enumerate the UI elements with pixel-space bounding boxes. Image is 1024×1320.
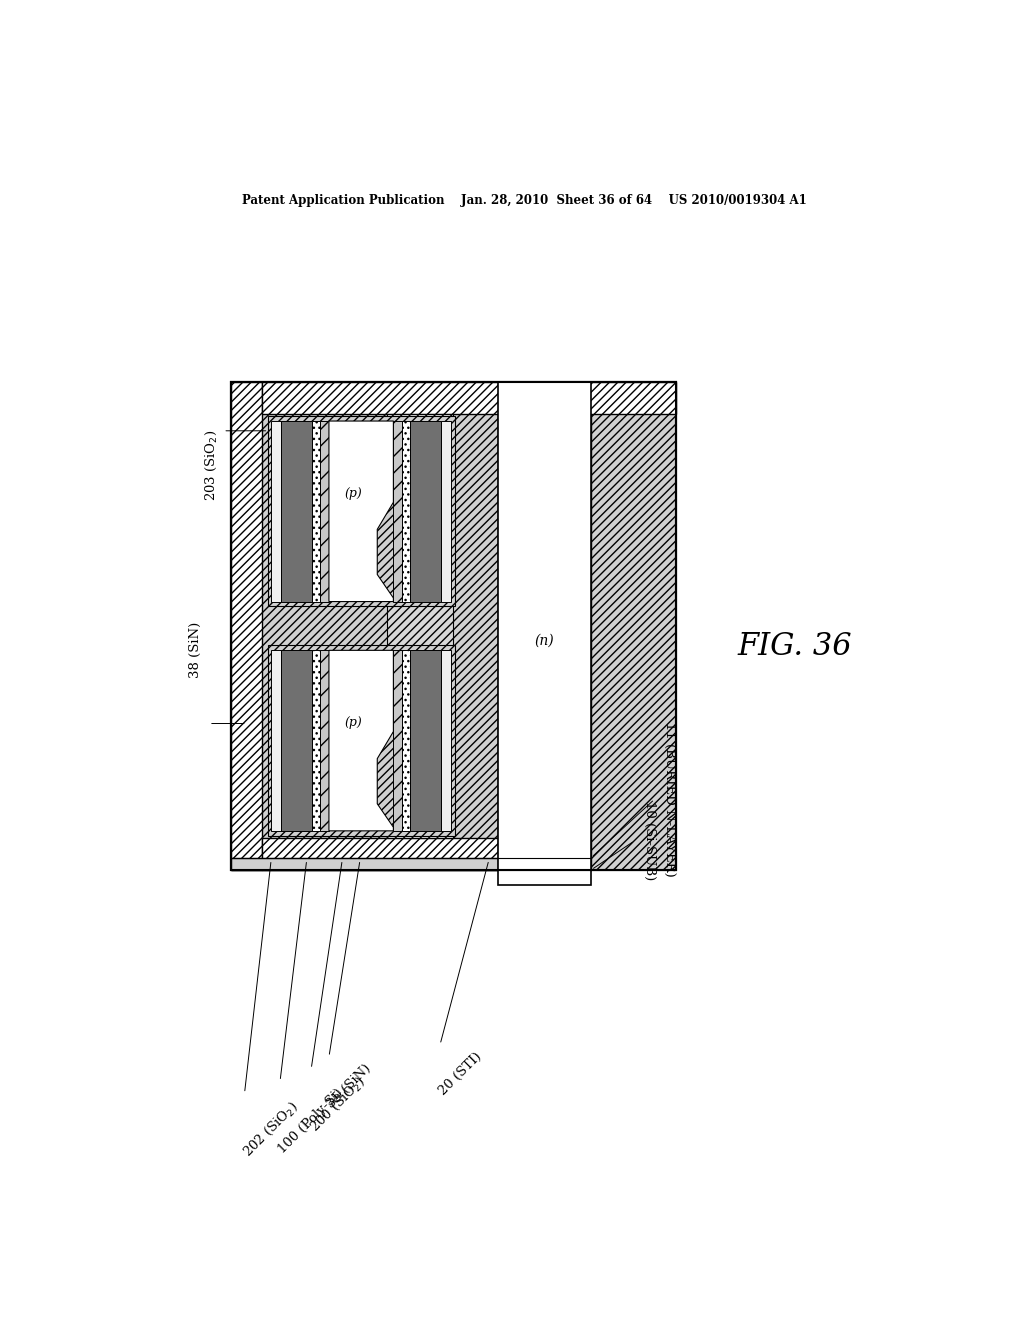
Bar <box>231 381 676 870</box>
Bar <box>402 651 411 830</box>
Bar <box>393 421 402 602</box>
Bar <box>231 381 262 870</box>
Text: 200 (SiO$_2$): 200 (SiO$_2$) <box>307 1074 369 1135</box>
Bar <box>231 858 498 870</box>
Bar <box>498 381 591 884</box>
Bar <box>271 651 281 830</box>
Bar <box>387 413 454 838</box>
Text: 38 (SiN): 38 (SiN) <box>189 622 202 678</box>
Bar <box>441 651 452 830</box>
Text: 100 (Poly-Si): 100 (Poly-Si) <box>276 1086 346 1156</box>
Bar <box>271 421 281 602</box>
Text: 10 (Si-SUB): 10 (Si-SUB) <box>643 801 655 880</box>
Text: FIG. 36: FIG. 36 <box>737 631 852 661</box>
Text: 203 (SiO$_2$): 203 (SiO$_2$) <box>204 429 219 500</box>
Bar <box>312 421 321 602</box>
Bar <box>281 651 312 830</box>
Bar <box>267 645 455 836</box>
Text: 20 (STI): 20 (STI) <box>436 1049 483 1097</box>
Polygon shape <box>502 758 577 821</box>
Polygon shape <box>502 436 577 499</box>
Text: (p): (p) <box>344 487 362 500</box>
Text: Patent Application Publication    Jan. 28, 2010  Sheet 36 of 64    US 2010/00193: Patent Application Publication Jan. 28, … <box>243 194 807 207</box>
Text: (p): (p) <box>344 715 362 729</box>
Polygon shape <box>329 421 393 602</box>
Text: (n): (n) <box>535 634 554 648</box>
Polygon shape <box>502 636 577 700</box>
Bar <box>402 421 411 602</box>
Bar <box>281 421 312 602</box>
Bar <box>393 651 402 830</box>
Bar <box>231 381 676 870</box>
Polygon shape <box>502 533 577 597</box>
Bar <box>231 381 676 870</box>
Text: 202 (SiO$_2$): 202 (SiO$_2$) <box>241 1098 302 1160</box>
Bar <box>321 651 329 830</box>
Text: 11 (BURIED N-LAYER): 11 (BURIED N-LAYER) <box>663 722 676 876</box>
Text: 35 (SiN): 35 (SiN) <box>325 1063 374 1111</box>
Bar <box>262 838 498 870</box>
Bar <box>411 421 441 602</box>
Bar <box>312 651 321 830</box>
Bar <box>411 651 441 830</box>
Bar <box>262 381 676 413</box>
Bar <box>503 413 587 838</box>
Bar <box>498 381 591 870</box>
Polygon shape <box>329 651 393 830</box>
Bar <box>321 421 329 602</box>
Bar <box>441 421 452 602</box>
Bar <box>267 416 455 606</box>
